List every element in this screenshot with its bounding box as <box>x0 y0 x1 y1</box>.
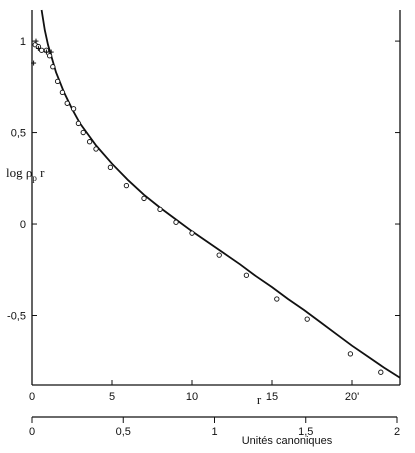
data-points <box>31 38 384 375</box>
x-tick-label: 20' <box>345 391 359 403</box>
data-point-open <box>216 252 222 258</box>
data-point-open <box>141 195 147 202</box>
y-tick-label: -0,5 <box>7 310 26 322</box>
data-point-open <box>64 100 70 106</box>
data-point-open <box>70 106 77 112</box>
data-point-cross <box>43 49 49 55</box>
data-point-open <box>347 351 354 357</box>
data-point-open <box>46 53 53 59</box>
model-curve <box>40 9 401 379</box>
secondary-tick-label: 0,5 <box>116 426 131 438</box>
data-point-open <box>93 146 99 152</box>
plot-frame <box>31 10 401 386</box>
secondary-tick-label: 1 <box>211 426 217 438</box>
fit-curve-line <box>40 9 401 379</box>
data-point-open <box>54 78 61 84</box>
secondary-axis-label: Unités canoniques <box>242 435 333 447</box>
data-point-open <box>75 120 82 127</box>
x-tick-label: 15 <box>266 391 278 403</box>
x-axis-ticks: 0 5 10 15 20' <box>29 380 359 403</box>
x-axis-label: r <box>257 392 262 407</box>
data-point-open <box>378 369 384 375</box>
data-point-open <box>80 129 86 136</box>
data-point-open <box>304 316 310 322</box>
y-tick-label: 0 <box>20 219 26 231</box>
data-point-cross <box>33 38 39 44</box>
data-point-open <box>123 182 130 189</box>
y-tick-label: 0,5 <box>11 128 26 140</box>
y-axis-label: log ρp r <box>6 165 45 183</box>
data-point-open <box>157 206 163 213</box>
data-point-open <box>173 219 179 225</box>
x-tick-label: 5 <box>109 391 115 403</box>
secondary-tick-label: 1,5 <box>298 426 313 438</box>
data-point-open <box>86 139 93 145</box>
data-point-cross <box>31 60 37 66</box>
secondary-tick-label: 2 <box>394 426 400 438</box>
data-point-cross <box>48 49 54 55</box>
data-point-open <box>50 64 56 70</box>
secondary-axis-ticks: 0 0,5 1 1,5 2 <box>29 416 400 438</box>
x-tick-label: 0 <box>29 391 35 403</box>
data-point-open <box>243 272 250 278</box>
y-tick-label: 1 <box>20 36 26 48</box>
data-point-cross <box>35 45 41 51</box>
x-tick-label: 10 <box>186 391 198 403</box>
data-point-open <box>189 230 195 236</box>
data-point-open <box>59 89 66 95</box>
data-point-open <box>274 296 280 302</box>
data-point-open <box>107 164 114 170</box>
secondary-tick-label: 0 <box>29 426 35 438</box>
y-axis-ticks: 1 0,5 0 -0,5 <box>7 36 400 322</box>
